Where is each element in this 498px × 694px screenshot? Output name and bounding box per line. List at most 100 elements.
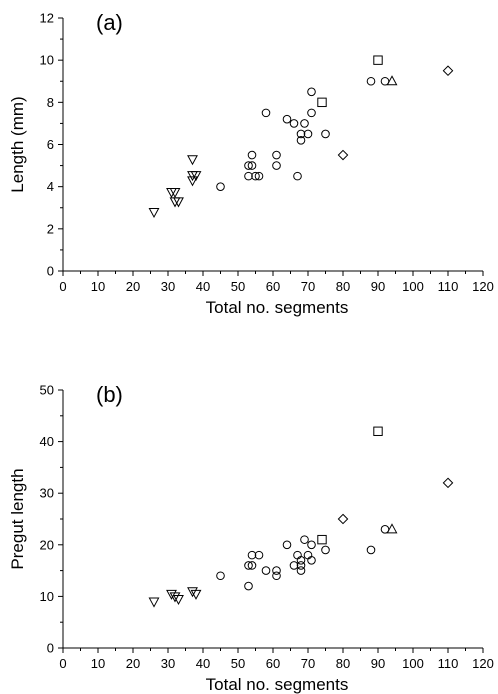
x-tick-label: 110: [438, 279, 459, 294]
data-point-square: [373, 426, 383, 436]
y-tick-label: 50: [40, 383, 54, 398]
panel-a: 0 10 20 30 40 50 60 70 80 90 100 110 120 0 2 4 6 8 10 12 Tot…: [8, 10, 494, 317]
x-tick-label: 10: [91, 656, 105, 671]
x-tick-label: 40: [196, 279, 210, 294]
data-point-circle: [247, 561, 257, 570]
data-point-circle: [366, 545, 376, 555]
data-point-circle: [289, 119, 299, 128]
x-tick-label: 40: [196, 656, 210, 671]
y-tick-label: 20: [40, 537, 54, 552]
x-tick-label: 0: [59, 656, 66, 671]
x-tick-label: 80: [336, 656, 350, 671]
data-point-triangle-down: [173, 594, 184, 606]
x-tick-label: 90: [371, 279, 385, 294]
x-tick-label: 50: [231, 656, 245, 671]
data-point-circle: [216, 571, 225, 581]
data-point-circle: [272, 571, 281, 581]
panel-label: (a): [96, 10, 123, 35]
y-axis-title: Length (mm): [8, 96, 27, 192]
data-point-circle: [261, 108, 271, 118]
data-point-circle: [303, 129, 313, 139]
data-point-circle: [296, 566, 306, 575]
x-tick-label: 90: [371, 656, 385, 671]
data-point-circle: [296, 129, 306, 139]
data-point-square: [317, 534, 327, 545]
data-point-circle: [247, 161, 257, 170]
data-point-circle: [282, 540, 292, 550]
data-point-circle: [254, 171, 264, 181]
data-point-diamond: [442, 65, 454, 77]
x-tick-label: 70: [301, 656, 315, 671]
x-tick-label: 100: [402, 279, 424, 294]
x-tick-label: 80: [336, 279, 350, 294]
data-point-circle: [293, 550, 302, 560]
x-tick-label: 20: [126, 279, 140, 294]
y-tick-label: 4: [47, 179, 54, 194]
data-point-triangle-down: [148, 597, 160, 608]
data-point-diamond: [337, 149, 349, 161]
data-point-triangle-up: [386, 523, 398, 534]
data-point-circle: [293, 171, 302, 181]
x-axis-title: Total no. segments: [206, 675, 349, 694]
data-point-diamond: [442, 477, 454, 489]
x-tick-label: 100: [402, 656, 424, 671]
data-point-circle: [272, 150, 281, 160]
data-point-circle: [296, 135, 306, 145]
data-point-triangle-down: [187, 176, 198, 187]
y-tick-label: 8: [47, 95, 54, 110]
data-point-triangle-up: [386, 75, 398, 86]
x-tick-label: 110: [438, 656, 459, 671]
x-tick-label: 60: [266, 279, 280, 294]
y-tick-label: 0: [47, 264, 54, 279]
data-point-circle: [366, 76, 376, 86]
y-axis-title: Pregut length: [8, 468, 27, 569]
data-point-circle: [272, 161, 281, 170]
data-point-circle: [247, 150, 257, 160]
data-point-circle: [216, 182, 225, 191]
x-tick-label: 120: [472, 279, 494, 294]
data-point-circle: [254, 550, 264, 560]
data-point-square: [317, 97, 327, 108]
x-tick-label: 30: [161, 279, 175, 294]
data-point-circle: [303, 550, 313, 560]
data-point-triangle-down: [173, 197, 184, 208]
y-tick-label: 10: [40, 53, 54, 68]
panel-b: 0 10 20 30 40 50 60 70 80 90 100 110 120 0 10 20 30 40 50 T…: [8, 382, 494, 694]
panel-label: (b): [96, 382, 123, 407]
data-point-triangle-down: [169, 187, 181, 198]
data-point-circle: [244, 161, 253, 170]
y-tick-label: 12: [40, 11, 54, 26]
data-point-circle: [261, 566, 271, 575]
data-point-triangle-down: [148, 207, 160, 219]
x-tick-label: 20: [126, 656, 140, 671]
y-tick-label: 40: [40, 434, 54, 449]
y-tick-label: 2: [47, 221, 54, 236]
data-point-circle: [282, 114, 292, 124]
data-point-circle: [296, 555, 306, 565]
data-point-circle: [244, 561, 253, 570]
data-point-circle: [251, 171, 260, 181]
data-point-circle: [321, 129, 330, 139]
data-point-circle: [272, 566, 281, 575]
data-point-circle: [307, 87, 316, 97]
y-tick-label: 10: [40, 589, 54, 604]
data-point-circle: [244, 171, 253, 181]
data-point-diamond: [337, 513, 349, 525]
y-tick-label: 6: [47, 137, 54, 152]
x-axis-title: Total no. segments: [206, 298, 349, 317]
data-point-square: [373, 55, 383, 65]
data-point-circle: [300, 119, 309, 128]
data-point-triangle-down: [169, 592, 181, 603]
x-tick-label: 30: [161, 656, 175, 671]
data-point-circle: [307, 555, 316, 565]
x-tick-label: 120: [472, 656, 494, 671]
data-point-triangle-down: [187, 587, 198, 598]
y-tick-label: 30: [40, 486, 54, 501]
data-point-triangle-down: [166, 589, 177, 600]
data-point-circle: [307, 108, 316, 118]
data-point-circle: [321, 545, 330, 555]
data-point-circle: [300, 535, 309, 544]
x-tick-label: 0: [59, 279, 66, 294]
data-point-circle: [296, 561, 306, 570]
